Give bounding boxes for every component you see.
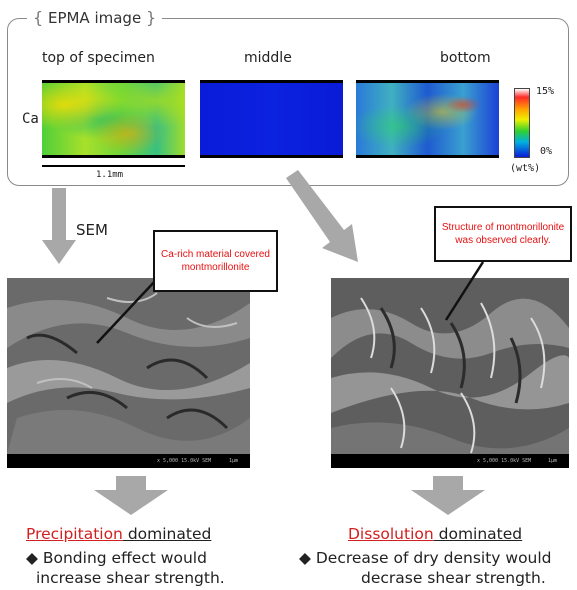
epma-map-top <box>42 80 185 158</box>
result-right-rest: dominated <box>433 525 523 543</box>
diagonal-arrow-right-icon <box>286 170 358 262</box>
result-right-description: ◆ Decrease of dry density would decrase … <box>299 548 552 588</box>
colorbar-max-label: 15% <box>536 86 555 97</box>
down-arrow-result-right-icon <box>411 476 485 515</box>
callout-right-text: Structure of montmorillonite was observe… <box>441 222 565 246</box>
title-bracket-left: { <box>33 8 44 27</box>
sem-image-right: x 5,000 15.0kV SEM 1μm <box>331 278 569 468</box>
sem-info-bar-left: x 5,000 15.0kV SEM 1μm <box>7 454 250 468</box>
callout-left-text: Ca-rich material covered montmorillonite <box>161 249 270 273</box>
result-right-line2: decrase shear strength. <box>361 569 546 587</box>
epma-title: { EPMA image } <box>27 8 163 27</box>
sem-bar-text-left: x 5,000 15.0kV SEM <box>157 458 212 464</box>
scale-bar <box>42 165 185 167</box>
down-arrow-left-icon <box>42 188 76 264</box>
callout-leader-left <box>96 279 157 344</box>
down-arrow-result-left-icon <box>94 476 168 515</box>
epma-map-bottom <box>356 80 499 158</box>
bullet-diamond-icon: ◆ <box>299 549 311 567</box>
callout-leader-right <box>444 261 485 321</box>
sem-info-bar-right: x 5,000 15.0kV SEM 1μm <box>331 454 569 468</box>
element-label: Ca <box>22 111 39 127</box>
result-right-line1: Decrease of dry density would <box>315 549 552 567</box>
result-left-keyword: Precipitation <box>26 525 123 543</box>
colorbar-unit-label: (wt%) <box>510 163 541 174</box>
result-right-heading: Dissolution dominated <box>348 525 522 543</box>
colorbar-min-label: 0% <box>540 146 553 157</box>
scale-label: 1.1mm <box>96 170 124 180</box>
result-left-heading: Precipitation dominated <box>26 525 211 543</box>
result-left-line2: increase shear strength. <box>36 569 225 587</box>
sem-texture-left <box>7 278 250 454</box>
sem-bar-text-right: x 5,000 15.0kV SEM <box>477 458 532 464</box>
column-heading-bottom: bottom <box>440 50 491 66</box>
color-scale-bar <box>514 88 530 158</box>
sem-image-left: x 5,000 15.0kV SEM 1μm <box>7 278 250 468</box>
result-left-line1: Bonding effect would <box>42 549 207 567</box>
result-right-keyword: Dissolution <box>348 525 434 543</box>
result-left-rest: dominated <box>122 525 212 543</box>
result-left-description: ◆ Bonding effect would increase shear st… <box>26 548 225 588</box>
sem-label: SEM <box>76 221 108 239</box>
epma-title-text: EPMA image <box>47 9 142 27</box>
sem-bar-scale-left: 1μm <box>229 458 239 464</box>
epma-map-middle <box>200 80 343 158</box>
sem-bar-scale-right: 1μm <box>548 458 558 464</box>
column-heading-top: top of specimen <box>42 50 155 66</box>
column-heading-middle: middle <box>244 50 292 66</box>
callout-left: Ca-rich material covered montmorillonite <box>153 230 278 292</box>
bullet-diamond-icon: ◆ <box>26 549 38 567</box>
sem-texture-right <box>331 278 569 454</box>
callout-right: Structure of montmorillonite was observe… <box>434 206 572 262</box>
title-bracket-right: } <box>145 8 157 27</box>
